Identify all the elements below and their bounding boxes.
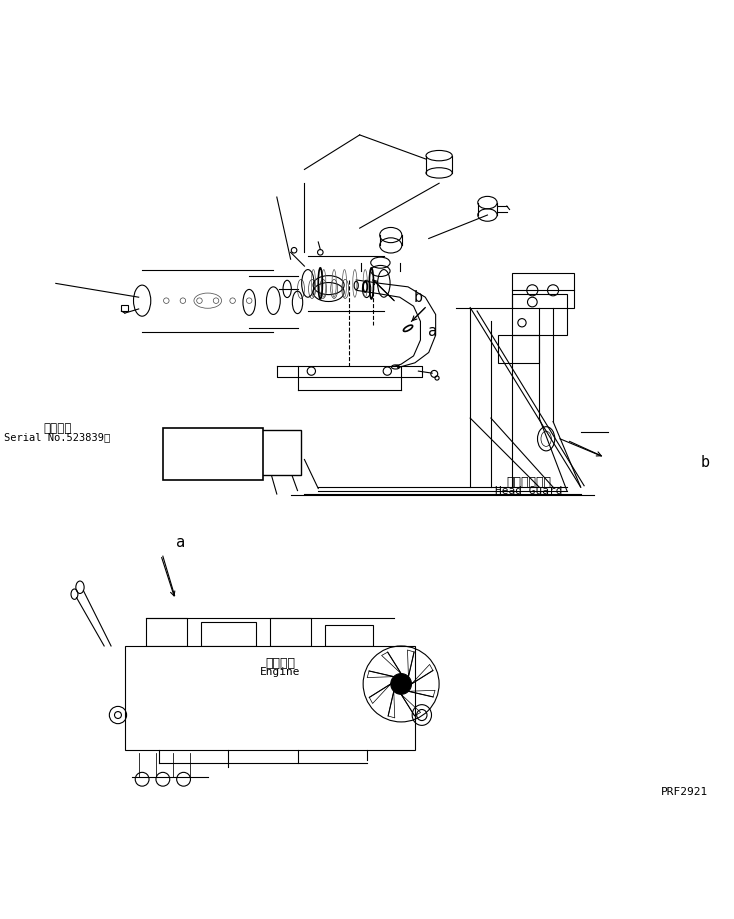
Bar xyxy=(218,430,301,475)
Text: b: b xyxy=(414,289,423,305)
Text: Engine: Engine xyxy=(260,666,300,676)
Text: b: b xyxy=(700,456,710,471)
Text: 適用号機: 適用号機 xyxy=(43,422,71,435)
FancyArrow shape xyxy=(199,442,266,463)
Bar xyxy=(125,646,415,750)
Text: ヘッドガード: ヘッドガード xyxy=(506,476,551,489)
Text: エンジン: エンジン xyxy=(265,657,295,670)
Text: Serial No.523839～: Serial No.523839～ xyxy=(4,432,110,442)
Circle shape xyxy=(390,674,412,695)
Text: a: a xyxy=(428,324,437,339)
Bar xyxy=(163,428,263,481)
Text: a: a xyxy=(175,535,185,550)
Text: PRF2921: PRF2921 xyxy=(661,788,708,798)
Text: Head Guard: Head Guard xyxy=(495,485,563,495)
